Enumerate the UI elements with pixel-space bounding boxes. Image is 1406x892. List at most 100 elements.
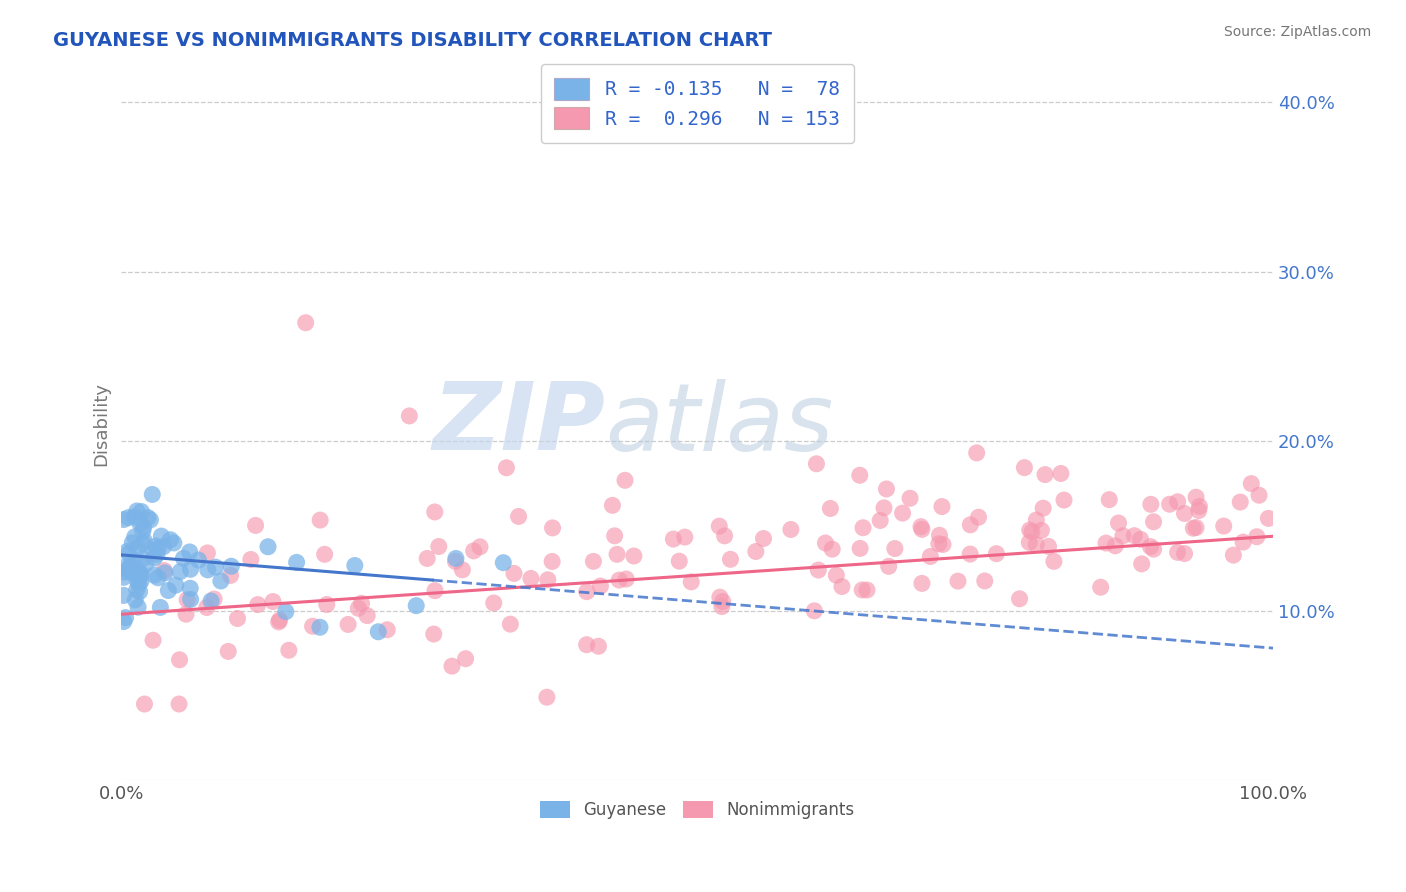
Point bbox=[145, 539, 167, 553]
Point bbox=[124, 566, 146, 580]
Point bbox=[375, 623, 398, 637]
Point bbox=[503, 566, 526, 581]
Point bbox=[873, 500, 896, 515]
Point bbox=[852, 521, 875, 535]
Point bbox=[124, 509, 146, 524]
Point bbox=[146, 571, 169, 585]
Point bbox=[274, 605, 297, 619]
Point bbox=[127, 574, 149, 588]
Point bbox=[780, 523, 803, 537]
Point bbox=[120, 559, 142, 574]
Point bbox=[121, 535, 143, 549]
Point bbox=[520, 572, 543, 586]
Point bbox=[614, 473, 637, 487]
Point bbox=[134, 697, 156, 711]
Point bbox=[709, 590, 731, 604]
Point bbox=[152, 540, 174, 554]
Point bbox=[309, 513, 332, 527]
Point bbox=[606, 547, 628, 561]
Point bbox=[174, 607, 197, 622]
Point bbox=[1112, 529, 1135, 543]
Point bbox=[124, 530, 146, 544]
Point bbox=[1140, 497, 1163, 511]
Point bbox=[920, 549, 942, 564]
Point bbox=[117, 562, 139, 576]
Point bbox=[129, 516, 152, 531]
Point bbox=[1050, 467, 1073, 481]
Point bbox=[508, 509, 530, 524]
Point bbox=[1008, 591, 1031, 606]
Point bbox=[603, 529, 626, 543]
Point bbox=[131, 567, 153, 582]
Point bbox=[883, 541, 905, 556]
Point bbox=[1188, 503, 1211, 517]
Point bbox=[946, 574, 969, 588]
Point bbox=[820, 501, 842, 516]
Y-axis label: Disability: Disability bbox=[93, 383, 110, 467]
Point bbox=[128, 584, 150, 599]
Point bbox=[209, 574, 232, 588]
Point bbox=[959, 517, 981, 532]
Point bbox=[127, 600, 149, 615]
Point bbox=[877, 559, 900, 574]
Point bbox=[179, 582, 201, 596]
Point bbox=[673, 530, 696, 544]
Point bbox=[806, 457, 828, 471]
Point bbox=[221, 559, 243, 574]
Point bbox=[127, 541, 149, 556]
Point bbox=[167, 697, 190, 711]
Point bbox=[451, 563, 474, 577]
Point bbox=[1173, 507, 1195, 521]
Point bbox=[1025, 513, 1047, 527]
Point bbox=[898, 491, 921, 506]
Point bbox=[499, 617, 522, 632]
Point bbox=[309, 620, 332, 634]
Point bbox=[146, 547, 169, 561]
Point bbox=[163, 536, 186, 550]
Point bbox=[350, 596, 373, 610]
Point bbox=[239, 552, 262, 566]
Point bbox=[315, 598, 337, 612]
Point bbox=[1033, 467, 1056, 482]
Point bbox=[405, 599, 427, 613]
Text: ZIP: ZIP bbox=[432, 378, 605, 470]
Point bbox=[257, 540, 280, 554]
Point bbox=[440, 659, 463, 673]
Point bbox=[1032, 501, 1054, 516]
Point bbox=[1130, 557, 1153, 571]
Point bbox=[132, 524, 155, 538]
Point bbox=[681, 574, 703, 589]
Point bbox=[112, 588, 135, 602]
Point bbox=[343, 558, 366, 573]
Point bbox=[294, 316, 316, 330]
Point bbox=[1159, 497, 1181, 511]
Point bbox=[856, 582, 879, 597]
Point bbox=[1139, 540, 1161, 554]
Point bbox=[911, 522, 934, 536]
Point bbox=[444, 554, 467, 568]
Point bbox=[541, 554, 564, 568]
Point bbox=[1240, 476, 1263, 491]
Point bbox=[1123, 529, 1146, 543]
Point bbox=[132, 520, 155, 534]
Point bbox=[1095, 536, 1118, 550]
Point bbox=[219, 568, 242, 582]
Point bbox=[135, 557, 157, 571]
Point bbox=[159, 533, 181, 547]
Point bbox=[1247, 488, 1270, 502]
Point bbox=[1232, 535, 1254, 549]
Point bbox=[713, 529, 735, 543]
Point bbox=[849, 468, 872, 483]
Point bbox=[262, 594, 284, 608]
Point bbox=[169, 653, 191, 667]
Point bbox=[911, 576, 934, 591]
Point bbox=[575, 638, 598, 652]
Point bbox=[367, 624, 389, 639]
Point bbox=[1108, 516, 1130, 530]
Point bbox=[187, 553, 209, 567]
Point bbox=[179, 545, 201, 559]
Point bbox=[423, 505, 446, 519]
Point bbox=[614, 572, 637, 586]
Point bbox=[118, 546, 141, 560]
Point bbox=[709, 519, 731, 533]
